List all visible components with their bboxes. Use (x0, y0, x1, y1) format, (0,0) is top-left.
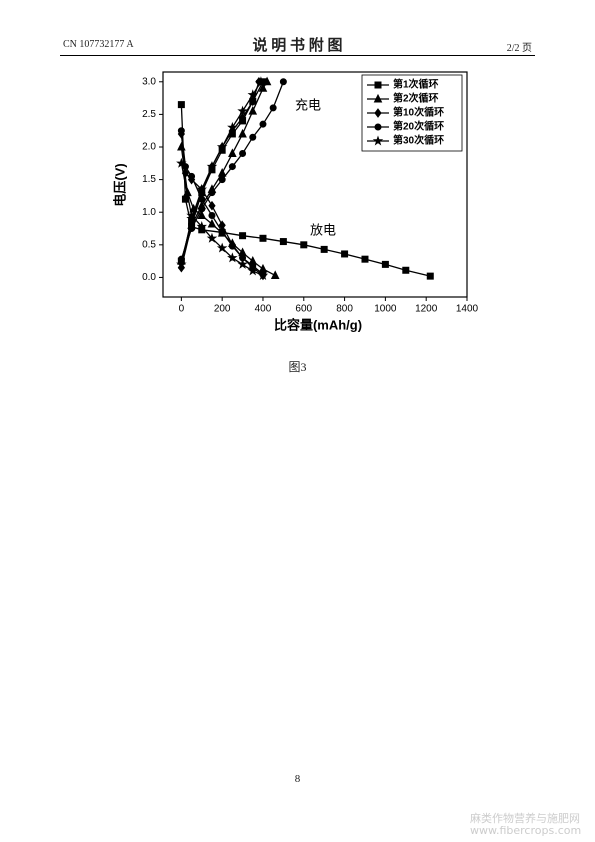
data-point (176, 258, 187, 269)
data-point (176, 157, 187, 168)
watermark: 麻类作物营养与施肥网 (470, 812, 580, 825)
legend-label: 第10次循环 (393, 106, 444, 119)
figure-caption: 图3 (288, 360, 307, 374)
data-point (196, 221, 208, 232)
data-point (227, 121, 238, 132)
y-tick-label: 2.5 (142, 109, 156, 120)
data-point (237, 258, 248, 269)
data-point (196, 183, 208, 194)
data-point (218, 228, 226, 236)
data-point (249, 96, 257, 107)
data-point (279, 78, 287, 86)
data-point (188, 172, 196, 180)
x-axis-label: 比容量(mAh/g) (274, 317, 362, 332)
data-point (216, 242, 228, 253)
data-point (300, 241, 308, 249)
data-point (206, 161, 218, 172)
legend-label: 第30次循环 (393, 134, 444, 147)
legend-marker (374, 81, 382, 89)
legend-marker (374, 108, 382, 118)
y-tick-label: 2.0 (142, 142, 156, 153)
legend-label: 第20次循环 (393, 120, 444, 133)
data-point (208, 211, 216, 219)
data-point (197, 210, 207, 219)
data-point (218, 176, 226, 184)
data-point (247, 89, 259, 100)
data-point (216, 141, 228, 152)
data-point (320, 245, 328, 253)
data-point (341, 250, 349, 258)
y-tick-label: 1.0 (142, 207, 156, 218)
x-tick-label: 1000 (374, 304, 397, 315)
patent-code: CN 107732177 A (63, 39, 134, 50)
y-tick-label: 0.0 (142, 272, 156, 283)
data-point (247, 265, 259, 276)
data-point (381, 260, 389, 268)
data-point (426, 272, 434, 280)
data-point (228, 242, 236, 250)
data-point (227, 252, 238, 263)
data-point (177, 127, 185, 135)
x-tick-label: 800 (336, 304, 353, 315)
data-point (239, 232, 247, 240)
x-tick-label: 0 (179, 304, 185, 315)
data-point (402, 266, 410, 274)
legend-label: 第2次循环 (393, 92, 439, 105)
data-point (257, 269, 269, 280)
data-point (217, 167, 227, 177)
data-point (228, 148, 237, 158)
data-point (238, 128, 247, 138)
data-point (237, 105, 248, 116)
data-point (208, 200, 216, 211)
data-point (198, 205, 206, 213)
data-point (238, 112, 247, 123)
data-point (259, 120, 267, 128)
data-point (258, 83, 268, 92)
data-point (279, 238, 287, 246)
data-point (262, 76, 272, 86)
y-axis-label: 电压(V) (112, 163, 127, 206)
data-point (208, 189, 216, 197)
y-tick-label: 0.5 (142, 239, 156, 250)
legend-marker (372, 135, 384, 146)
header-rule (60, 55, 535, 56)
data-point (207, 218, 217, 228)
data-point (177, 101, 185, 109)
y-tick-label: 1.5 (142, 174, 156, 185)
data-point (228, 163, 236, 171)
data-point (259, 234, 267, 242)
data-point (269, 104, 277, 112)
chart: 充电 放电 比容量(mAh/g) 电压(V) 0 200 400 600 800 1000… (112, 71, 479, 332)
x-tick-label: 400 (255, 304, 272, 315)
data-point (248, 106, 258, 115)
legend-label: 第1次循环 (393, 78, 439, 91)
header-title: 说 明 书 附 图 (252, 38, 343, 54)
x-tick-label: 1400 (456, 304, 479, 315)
page-number: 8 (294, 773, 301, 785)
x-tick-label: 1200 (415, 304, 438, 315)
watermark: www.fibercrops.com (470, 824, 582, 837)
annotation: 充电 (295, 97, 321, 112)
data-point (206, 232, 218, 243)
x-tick-label: 600 (295, 304, 312, 315)
data-point (249, 133, 257, 141)
data-point (239, 150, 247, 158)
data-point (186, 213, 197, 224)
annotation: 放电 (310, 222, 336, 237)
data-point (270, 270, 280, 279)
x-tick-label: 200 (214, 304, 231, 315)
legend-marker (373, 93, 383, 103)
data-point (361, 255, 369, 263)
legend-marker (374, 123, 382, 131)
page-count: 2/2 页 (506, 43, 532, 54)
series-line (180, 81, 276, 277)
plot-frame (162, 71, 468, 298)
y-tick-label: 3.0 (142, 76, 156, 87)
data-point (255, 76, 267, 87)
